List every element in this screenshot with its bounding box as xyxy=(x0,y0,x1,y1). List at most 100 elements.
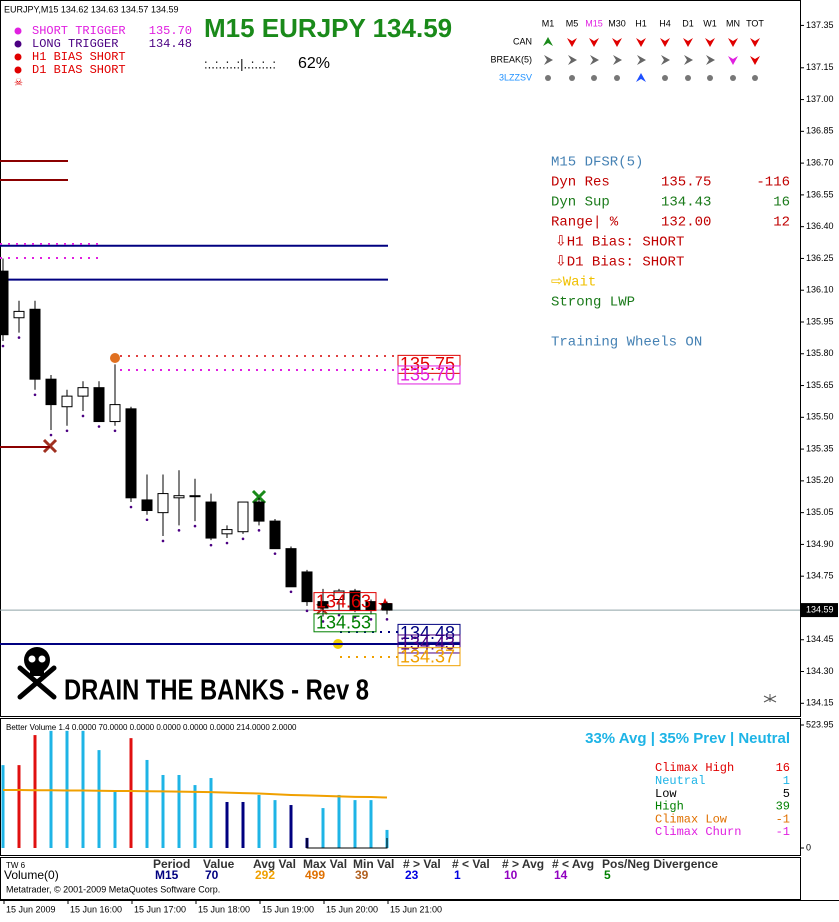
grid-column-label: W1 xyxy=(703,18,717,28)
y-tick-label: 136.25 xyxy=(806,253,834,263)
signal-icon xyxy=(683,38,693,47)
y-tick-label: 135.65 xyxy=(806,380,834,390)
grid-column-label: D1 xyxy=(682,18,694,28)
signal-icon xyxy=(662,75,668,81)
candle-body xyxy=(173,495,185,499)
volume-bar xyxy=(177,774,181,848)
volume-bar xyxy=(209,778,213,848)
dfsr-points: 16 xyxy=(773,195,790,211)
price-box-label: 134.53 xyxy=(316,613,371,633)
signal-icon xyxy=(728,56,738,65)
candle-dot xyxy=(17,336,21,339)
stat-value: 39 xyxy=(776,800,790,814)
candle-dot xyxy=(49,433,53,437)
y-tick-label: 136.55 xyxy=(806,189,834,199)
status-value: 14 xyxy=(554,868,568,882)
y-tick-label: 135.50 xyxy=(806,412,834,422)
signal-icon xyxy=(661,55,670,65)
candle-body xyxy=(125,408,137,499)
signal-icon xyxy=(636,73,646,82)
y-tick-label: 136.40 xyxy=(806,221,834,231)
time-label: 15 Jun 21:00 xyxy=(390,904,442,914)
grid-column-label: M1 xyxy=(542,18,555,28)
candle-dot xyxy=(65,429,69,433)
legend-dot xyxy=(14,66,22,74)
legend-dot xyxy=(14,27,22,35)
candle-dot xyxy=(193,524,197,528)
y-tick-label: 134.15 xyxy=(806,698,834,708)
status-header: # < Val xyxy=(452,857,490,871)
candle-body xyxy=(189,495,201,498)
candle-body xyxy=(317,601,329,609)
y-tick-label: 135.80 xyxy=(806,348,834,358)
volume-bar xyxy=(17,765,21,848)
volume-bar xyxy=(113,790,117,848)
stat-label: Neutral xyxy=(655,774,705,788)
brand-text: DRAIN THE BANKS - Rev 8 xyxy=(64,673,369,706)
stat-value: -1 xyxy=(776,825,790,839)
dfsr-note: ⇩H1 Bias: SHORT xyxy=(555,235,684,251)
time-label: 15 Jun 19:00 xyxy=(262,904,314,914)
price-box xyxy=(397,647,461,667)
candle-body xyxy=(0,270,9,336)
volume-panel-frame xyxy=(0,718,801,856)
signal-icon xyxy=(636,38,646,47)
price-box xyxy=(313,592,377,612)
volume-bar xyxy=(241,801,245,848)
dynamic-layer: SHORT TRIGGER 135.70 LONG TRIGGER 134.48 H1 … xyxy=(0,18,838,914)
dfsr-note: ⇨Wait xyxy=(551,275,596,291)
signal-icon xyxy=(590,55,599,65)
grid-column-label: TOT xyxy=(746,18,764,28)
signal-icon xyxy=(637,55,646,65)
price-box-label: 135.75 xyxy=(400,354,455,374)
headline: M15 EURJPY 134.59 xyxy=(204,13,452,43)
signal-icon xyxy=(589,38,599,47)
volume-info: Better Volume 1.4 0.0000 70.0000 0.0000 … xyxy=(6,723,297,732)
status-header: Pos/Neg Divergence xyxy=(602,857,718,871)
status-header: Min Val xyxy=(353,857,394,871)
signal-icon xyxy=(660,38,670,47)
status-header: # > Avg xyxy=(502,857,544,871)
candle-body xyxy=(109,404,121,423)
candle-dot xyxy=(369,618,373,621)
signal-icon xyxy=(568,55,577,65)
signal-icon xyxy=(750,38,760,47)
price-box-label: 134.48 xyxy=(400,623,455,643)
price-panel-frame xyxy=(0,0,801,717)
candle-dot xyxy=(257,529,261,532)
volume-bar xyxy=(161,774,165,848)
candle-dot xyxy=(81,414,85,418)
y-tick-label: 136.70 xyxy=(806,157,834,167)
legend-value: 135.70 xyxy=(149,24,192,38)
status-header: Max Val xyxy=(303,857,347,871)
y-tick-label: 135.35 xyxy=(806,443,834,453)
candle-body xyxy=(333,590,345,600)
candle-body xyxy=(253,501,265,522)
status-value: 5 xyxy=(604,868,611,882)
volume-bar xyxy=(321,808,325,848)
status-value: 1 xyxy=(454,868,461,882)
price-box-label: 134.37 xyxy=(400,646,455,666)
dfsr-price: 135.75 xyxy=(661,175,711,191)
dfsr-points: 12 xyxy=(773,215,790,231)
signal-icon xyxy=(612,38,622,47)
candle-dot xyxy=(305,609,309,613)
grid-column-label: MN xyxy=(726,18,740,28)
status-value: 10 xyxy=(504,868,518,882)
price-box xyxy=(313,613,377,633)
time-label: 15 Jun 2009 xyxy=(6,904,56,914)
grid-column-label: M5 xyxy=(566,18,579,28)
price-box xyxy=(397,365,461,385)
progress-percent: 62% xyxy=(298,55,330,72)
signal-icon xyxy=(591,75,597,81)
y-tick-label: 136.10 xyxy=(806,285,834,295)
y-tick-label: 134.30 xyxy=(806,666,834,676)
volume-bar xyxy=(273,800,277,848)
volume-bar xyxy=(97,750,101,848)
candle-body xyxy=(381,603,393,611)
y-tick-label: 134.45 xyxy=(806,634,834,644)
volume-summary: 33% Avg | 35% Prev | Neutral xyxy=(585,730,790,747)
candle-dot xyxy=(177,529,181,532)
legend-text: H1 BIAS SHORT xyxy=(32,50,126,64)
